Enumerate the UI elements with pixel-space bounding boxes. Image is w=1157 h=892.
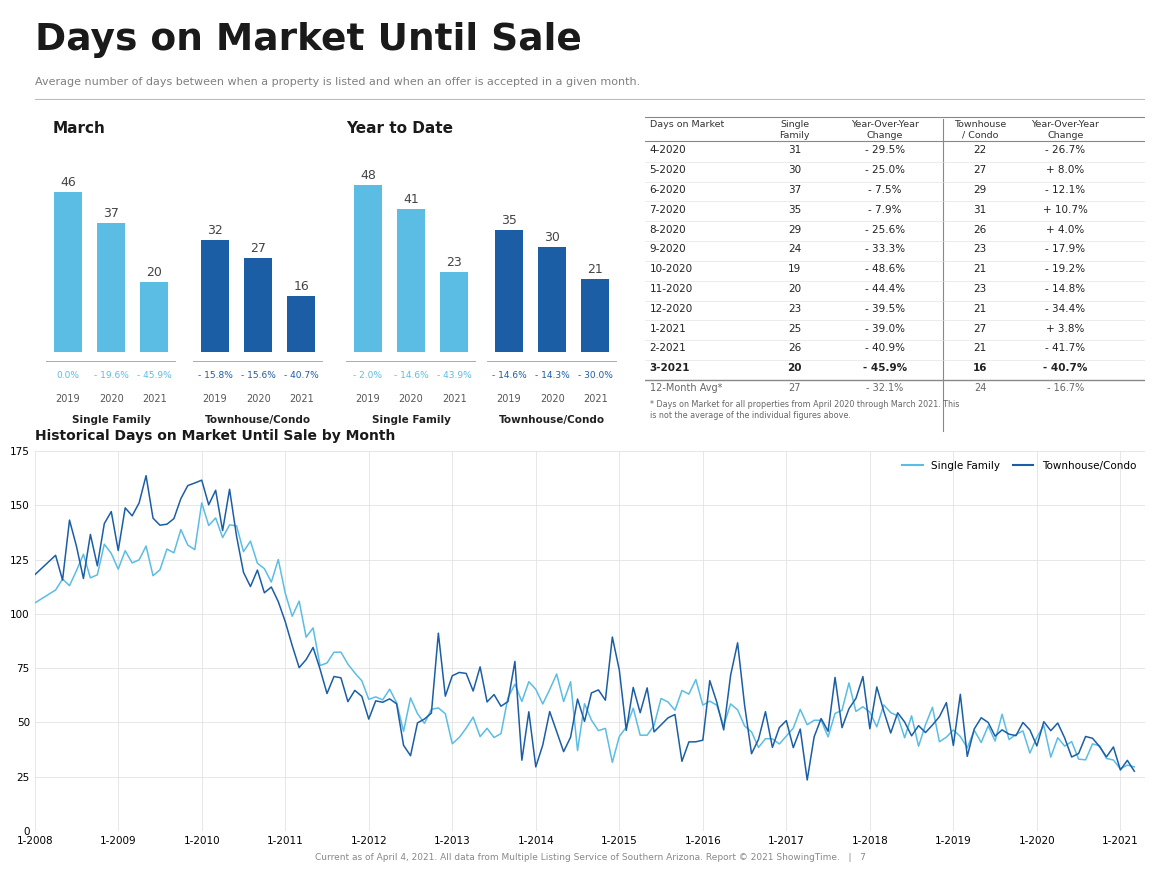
Text: 10-2020: 10-2020 [649, 264, 693, 274]
Text: 31: 31 [973, 205, 987, 215]
Legend: Single Family, Townhouse/Condo: Single Family, Townhouse/Condo [898, 457, 1140, 475]
Text: - 48.6%: - 48.6% [865, 264, 905, 274]
Text: 21: 21 [973, 343, 987, 353]
Text: - 32.1%: - 32.1% [867, 383, 904, 393]
Text: - 26.7%: - 26.7% [1045, 145, 1085, 155]
Text: 2-2021: 2-2021 [649, 343, 686, 353]
Text: 20: 20 [788, 363, 802, 373]
Text: 3-2021: 3-2021 [649, 363, 690, 373]
Text: - 39.5%: - 39.5% [865, 304, 905, 314]
Text: - 19.2%: - 19.2% [1045, 264, 1085, 274]
Text: 19: 19 [788, 264, 802, 274]
Text: Single
Family: Single Family [780, 120, 810, 140]
Text: Days on Market: Days on Market [649, 120, 724, 128]
Text: - 17.9%: - 17.9% [1045, 244, 1085, 254]
Text: 27: 27 [973, 324, 987, 334]
Text: 23: 23 [788, 304, 802, 314]
Text: - 14.8%: - 14.8% [1045, 284, 1085, 294]
Text: + 3.8%: + 3.8% [1046, 324, 1084, 334]
Text: + 8.0%: + 8.0% [1046, 165, 1084, 175]
Text: Average number of days between when a property is listed and when an offer is ac: Average number of days between when a pr… [35, 78, 640, 87]
Text: - 12.1%: - 12.1% [1045, 185, 1085, 195]
Text: - 25.6%: - 25.6% [865, 225, 905, 235]
Text: - 16.7%: - 16.7% [1047, 383, 1084, 393]
Text: 35: 35 [788, 205, 802, 215]
Text: 27: 27 [789, 383, 801, 393]
Text: Year-Over-Year
Change: Year-Over-Year Change [850, 120, 919, 140]
Text: Year to Date: Year to Date [346, 120, 454, 136]
Text: 24: 24 [974, 383, 986, 393]
Text: 25: 25 [788, 324, 802, 334]
Text: 6-2020: 6-2020 [649, 185, 686, 195]
Text: 20: 20 [788, 284, 802, 294]
Text: 24: 24 [788, 244, 802, 254]
Text: Townhouse
/ Condo: Townhouse / Condo [955, 120, 1007, 140]
Text: 16: 16 [973, 363, 987, 373]
Text: Days on Market Until Sale: Days on Market Until Sale [35, 22, 582, 58]
Text: 37: 37 [788, 185, 802, 195]
Text: Current as of April 4, 2021. All data from Multiple Listing Service of Southern : Current as of April 4, 2021. All data fr… [315, 853, 865, 863]
Text: 23: 23 [973, 244, 987, 254]
Text: 29: 29 [973, 185, 987, 195]
Text: Historical Days on Market Until Sale by Month: Historical Days on Market Until Sale by … [35, 429, 395, 443]
Text: 21: 21 [973, 304, 987, 314]
Text: 11-2020: 11-2020 [649, 284, 693, 294]
Text: - 40.7%: - 40.7% [1044, 363, 1088, 373]
Text: 22: 22 [973, 145, 987, 155]
Text: March: March [52, 120, 105, 136]
Text: - 7.9%: - 7.9% [868, 205, 901, 215]
Text: + 10.7%: + 10.7% [1042, 205, 1088, 215]
Text: 31: 31 [788, 145, 802, 155]
Text: - 7.5%: - 7.5% [868, 185, 901, 195]
Text: 27: 27 [973, 165, 987, 175]
Text: 12-2020: 12-2020 [649, 304, 693, 314]
Text: - 45.9%: - 45.9% [863, 363, 907, 373]
Text: 23: 23 [973, 284, 987, 294]
Text: 9-2020: 9-2020 [649, 244, 686, 254]
Text: 7-2020: 7-2020 [649, 205, 686, 215]
Text: - 33.3%: - 33.3% [865, 244, 905, 254]
Text: + 4.0%: + 4.0% [1046, 225, 1084, 235]
Text: - 44.4%: - 44.4% [865, 284, 905, 294]
Text: 26: 26 [788, 343, 802, 353]
Text: - 41.7%: - 41.7% [1045, 343, 1085, 353]
Text: 30: 30 [788, 165, 802, 175]
Text: 21: 21 [973, 264, 987, 274]
Text: - 34.4%: - 34.4% [1045, 304, 1085, 314]
Text: 4-2020: 4-2020 [649, 145, 686, 155]
Text: - 29.5%: - 29.5% [865, 145, 905, 155]
Text: 1-2021: 1-2021 [649, 324, 686, 334]
Text: 26: 26 [973, 225, 987, 235]
Text: - 25.0%: - 25.0% [865, 165, 905, 175]
Text: 12-Month Avg*: 12-Month Avg* [649, 383, 722, 393]
Text: - 39.0%: - 39.0% [865, 324, 905, 334]
Text: - 40.9%: - 40.9% [865, 343, 905, 353]
Text: * Days on Market for all properties from April 2020 through March 2021. This
is : * Days on Market for all properties from… [649, 401, 959, 419]
Text: 5-2020: 5-2020 [649, 165, 686, 175]
Text: 29: 29 [788, 225, 802, 235]
Text: Year-Over-Year
Change: Year-Over-Year Change [1031, 120, 1099, 140]
Text: 8-2020: 8-2020 [649, 225, 686, 235]
